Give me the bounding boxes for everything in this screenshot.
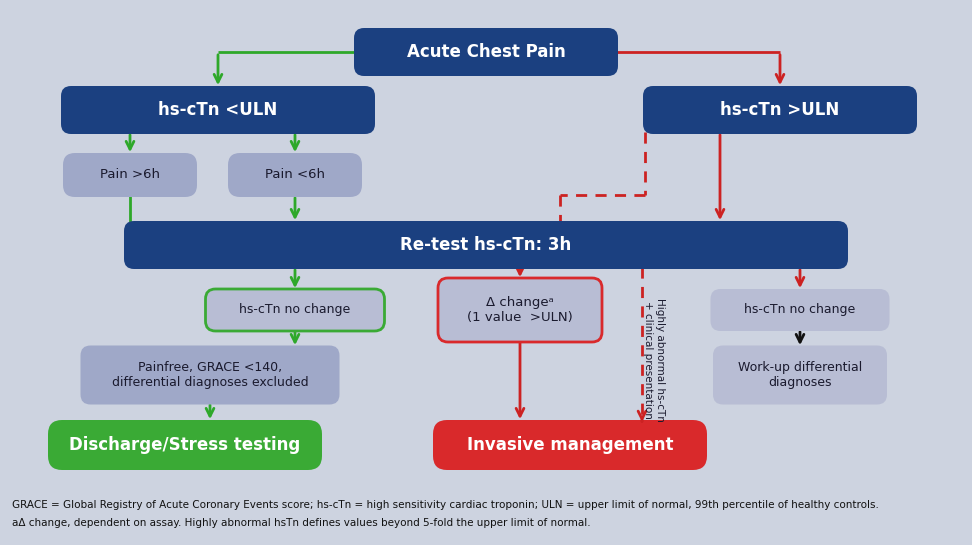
FancyBboxPatch shape bbox=[61, 86, 375, 134]
Text: GRACE = Global Registry of Acute Coronary Events score; hs-cTn = high sensitivit: GRACE = Global Registry of Acute Coronar… bbox=[12, 500, 879, 510]
Text: Pain >6h: Pain >6h bbox=[100, 168, 160, 181]
Text: Invasive management: Invasive management bbox=[467, 436, 674, 454]
FancyBboxPatch shape bbox=[438, 278, 602, 342]
Text: Re-test hs-cTn: 3h: Re-test hs-cTn: 3h bbox=[400, 236, 572, 254]
Text: Discharge/Stress testing: Discharge/Stress testing bbox=[69, 436, 300, 454]
Text: Highly abnormal hs-cTn
+ clinical presentation: Highly abnormal hs-cTn + clinical presen… bbox=[643, 298, 665, 422]
Text: hs-cTn <ULN: hs-cTn <ULN bbox=[158, 101, 278, 119]
Text: Work-up differential
diagnoses: Work-up differential diagnoses bbox=[738, 361, 862, 389]
FancyBboxPatch shape bbox=[228, 153, 362, 197]
FancyBboxPatch shape bbox=[643, 86, 917, 134]
FancyBboxPatch shape bbox=[48, 420, 322, 470]
FancyBboxPatch shape bbox=[713, 346, 887, 404]
FancyBboxPatch shape bbox=[205, 289, 385, 331]
FancyBboxPatch shape bbox=[433, 420, 707, 470]
FancyBboxPatch shape bbox=[711, 289, 889, 331]
FancyBboxPatch shape bbox=[63, 153, 197, 197]
Text: Painfree, GRACE <140,
differential diagnoses excluded: Painfree, GRACE <140, differential diagn… bbox=[112, 361, 308, 389]
Text: hs-cTn no change: hs-cTn no change bbox=[745, 304, 855, 317]
Text: hs-cTn no change: hs-cTn no change bbox=[239, 304, 351, 317]
Text: hs-cTn >ULN: hs-cTn >ULN bbox=[720, 101, 840, 119]
Text: Acute Chest Pain: Acute Chest Pain bbox=[406, 43, 566, 61]
FancyBboxPatch shape bbox=[124, 221, 848, 269]
Text: Pain <6h: Pain <6h bbox=[265, 168, 325, 181]
Text: Δ changeᵃ
(1 value  >ULN): Δ changeᵃ (1 value >ULN) bbox=[468, 296, 573, 324]
FancyBboxPatch shape bbox=[81, 346, 339, 404]
Text: aΔ change, dependent on assay. Highly abnormal hsTn defines values beyond 5-fold: aΔ change, dependent on assay. Highly ab… bbox=[12, 518, 591, 528]
FancyBboxPatch shape bbox=[354, 28, 618, 76]
